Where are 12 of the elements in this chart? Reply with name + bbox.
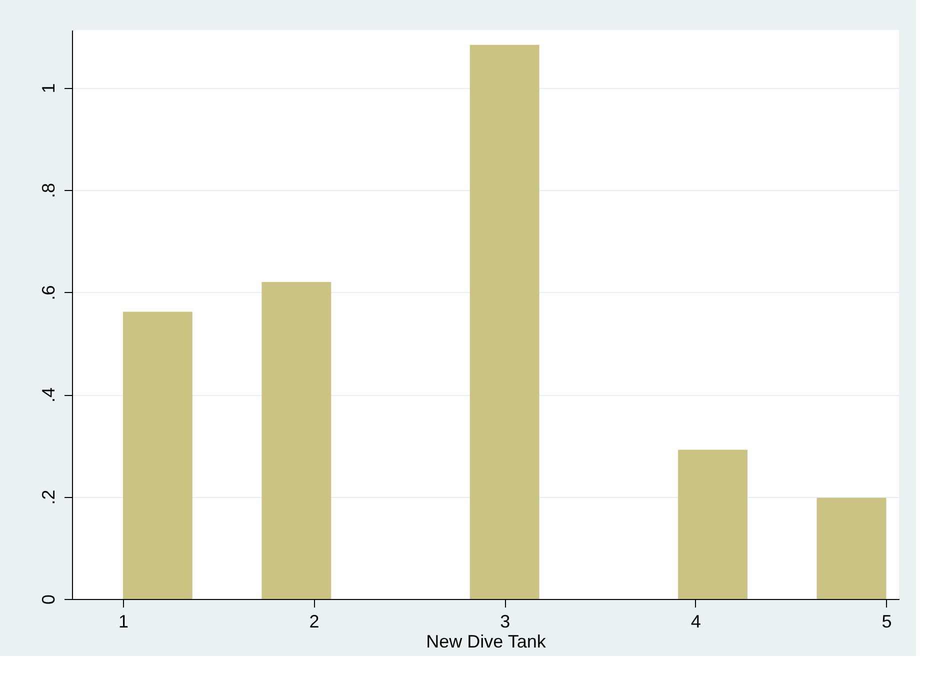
x-tick-label: 1 [118, 612, 128, 632]
y-tick-label: .4 [38, 388, 58, 403]
y-tick-label: 0 [38, 594, 58, 605]
y-tick-label: 1 [38, 83, 58, 94]
x-tick-label: 3 [500, 612, 510, 632]
x-tick-label: 5 [882, 612, 892, 632]
y-tick-label: .8 [38, 183, 58, 198]
y-tick-label: .6 [38, 285, 58, 300]
x-axis-title: New Dive Tank [426, 632, 547, 652]
x-tick-label: 2 [309, 612, 320, 632]
y-tick-label: .2 [38, 490, 58, 505]
x-tick-label: 4 [690, 612, 701, 632]
